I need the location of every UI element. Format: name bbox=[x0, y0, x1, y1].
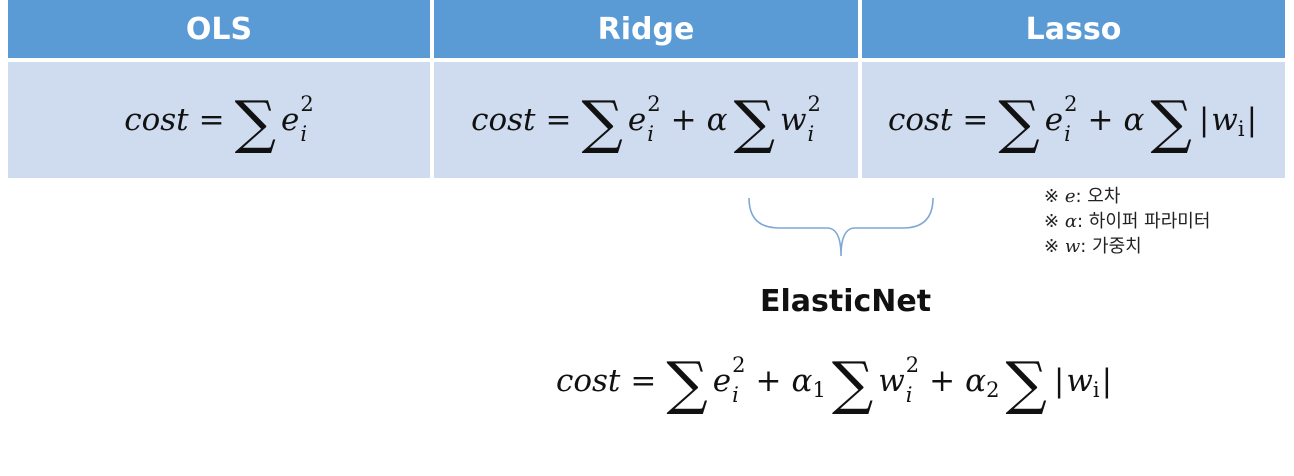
alpha-term: α bbox=[706, 102, 728, 138]
elasticnet-formula-block: cost = ∑ e 2 i + α 1 ∑ w 2 i + α 2 ∑ | w… bbox=[556, 349, 1114, 417]
plus-sign: + bbox=[755, 363, 782, 399]
cost-term: cost bbox=[556, 363, 621, 399]
square-sup: 2 bbox=[905, 353, 920, 377]
square-sup: 2 bbox=[807, 92, 821, 116]
legend-item-e: ※ e: 오차 bbox=[1044, 184, 1210, 209]
error-term: e bbox=[1044, 102, 1064, 138]
header-ridge: Ridge bbox=[434, 0, 858, 58]
square-sup: 2 bbox=[1064, 92, 1078, 116]
sum-symbol: ∑ bbox=[998, 88, 1040, 156]
legend-item-w: ※ w: 가중치 bbox=[1044, 234, 1210, 259]
index-sub: i bbox=[905, 383, 913, 407]
alpha-sub-1: 1 bbox=[812, 378, 826, 402]
weight-term: w bbox=[779, 102, 807, 138]
elasticnet-title: ElasticNet bbox=[760, 284, 932, 319]
square-sup: 2 bbox=[647, 92, 661, 116]
legend-item-alpha: ※ α: 하이퍼 파라미터 bbox=[1044, 209, 1210, 234]
header-separator bbox=[8, 58, 1285, 62]
square-sup: 2 bbox=[732, 353, 746, 377]
equals-sign: = bbox=[198, 102, 225, 138]
error-script: 2 i bbox=[732, 355, 745, 406]
legend-description: : 하이퍼 파라미터 bbox=[1076, 211, 1211, 232]
alpha-term: α bbox=[965, 363, 987, 399]
index-sub: i bbox=[732, 383, 739, 407]
legend-symbol: w bbox=[1064, 236, 1081, 257]
sum-symbol: ∑ bbox=[1005, 349, 1047, 417]
abs-bar-left: | bbox=[1198, 102, 1210, 138]
reference-mark: ※ bbox=[1044, 211, 1060, 232]
alpha-term: α bbox=[1123, 102, 1145, 138]
cell-ridge-formula: cost = ∑ e 2 i + α ∑ w 2 i bbox=[434, 62, 858, 178]
error-term: e bbox=[627, 102, 647, 138]
ols-formula: cost = ∑ e 2 i bbox=[124, 88, 314, 156]
sum-symbol: ∑ bbox=[733, 88, 775, 156]
plus-sign: + bbox=[929, 363, 956, 399]
cost-term: cost bbox=[124, 102, 189, 138]
error-script: 2 i bbox=[647, 94, 660, 145]
index-sub: i bbox=[647, 122, 654, 146]
equals-sign: = bbox=[545, 102, 572, 138]
error-script: 2 i bbox=[300, 94, 313, 145]
weight-term: w bbox=[1211, 102, 1238, 138]
equals-sign: = bbox=[630, 363, 657, 399]
plus-sign: + bbox=[670, 102, 697, 138]
index-sub: i bbox=[807, 122, 815, 146]
reference-mark: ※ bbox=[1044, 236, 1060, 257]
alpha-sub-2: 2 bbox=[986, 378, 1000, 402]
reference-mark: ※ bbox=[1044, 186, 1060, 207]
cell-ols-formula: cost = ∑ e 2 i bbox=[8, 62, 430, 178]
cell-lasso-formula: cost = ∑ e 2 i + α ∑ | w i | bbox=[862, 62, 1285, 178]
regression-comparison-table: OLS Ridge Lasso cost = ∑ e 2 i cost = ∑ … bbox=[8, 0, 1285, 178]
abs-bar-right: | bbox=[1246, 102, 1258, 138]
abs-bar-left: | bbox=[1053, 363, 1065, 399]
curly-brace-icon bbox=[748, 197, 934, 257]
index-sub: i bbox=[1092, 378, 1100, 402]
sum-symbol: ∑ bbox=[831, 349, 874, 417]
elasticnet-formula: cost = ∑ e 2 i + α 1 ∑ w 2 i + α 2 ∑ | w… bbox=[556, 349, 1114, 417]
cost-term: cost bbox=[887, 102, 953, 138]
sum-symbol: ∑ bbox=[666, 349, 708, 417]
error-term: e bbox=[281, 102, 300, 138]
cost-term: cost bbox=[471, 102, 536, 138]
equals-sign: = bbox=[962, 102, 989, 138]
lasso-formula: cost = ∑ e 2 i + α ∑ | w i | bbox=[887, 88, 1259, 156]
ridge-formula: cost = ∑ e 2 i + α ∑ w 2 i bbox=[471, 88, 821, 156]
sum-symbol: ∑ bbox=[581, 88, 623, 156]
sum-symbol: ∑ bbox=[1150, 88, 1192, 156]
sum-symbol: ∑ bbox=[234, 88, 277, 156]
weight-script: 2 i bbox=[906, 355, 919, 406]
legend-symbol: e bbox=[1064, 186, 1076, 207]
weight-script: 2 i bbox=[808, 94, 821, 145]
abs-bar-right: | bbox=[1101, 363, 1113, 399]
weight-term: w bbox=[878, 363, 905, 399]
error-term: e bbox=[712, 363, 732, 399]
weight-term: w bbox=[1066, 363, 1093, 399]
legend-description: : 가중치 bbox=[1080, 236, 1142, 257]
square-sup: 2 bbox=[300, 92, 314, 116]
symbol-legend: ※ e: 오차 ※ α: 하이퍼 파라미터 ※ w: 가중치 bbox=[1044, 184, 1210, 259]
index-sub: i bbox=[300, 122, 308, 146]
index-sub: i bbox=[1237, 117, 1245, 141]
error-script: 2 i bbox=[1064, 94, 1077, 145]
legend-symbol: α bbox=[1064, 211, 1077, 232]
header-lasso: Lasso bbox=[862, 0, 1285, 58]
alpha-term: α bbox=[791, 363, 813, 399]
header-ols: OLS bbox=[8, 0, 430, 58]
index-sub: i bbox=[1064, 122, 1071, 146]
plus-sign: + bbox=[1087, 102, 1114, 138]
legend-description: : 오차 bbox=[1075, 186, 1121, 207]
